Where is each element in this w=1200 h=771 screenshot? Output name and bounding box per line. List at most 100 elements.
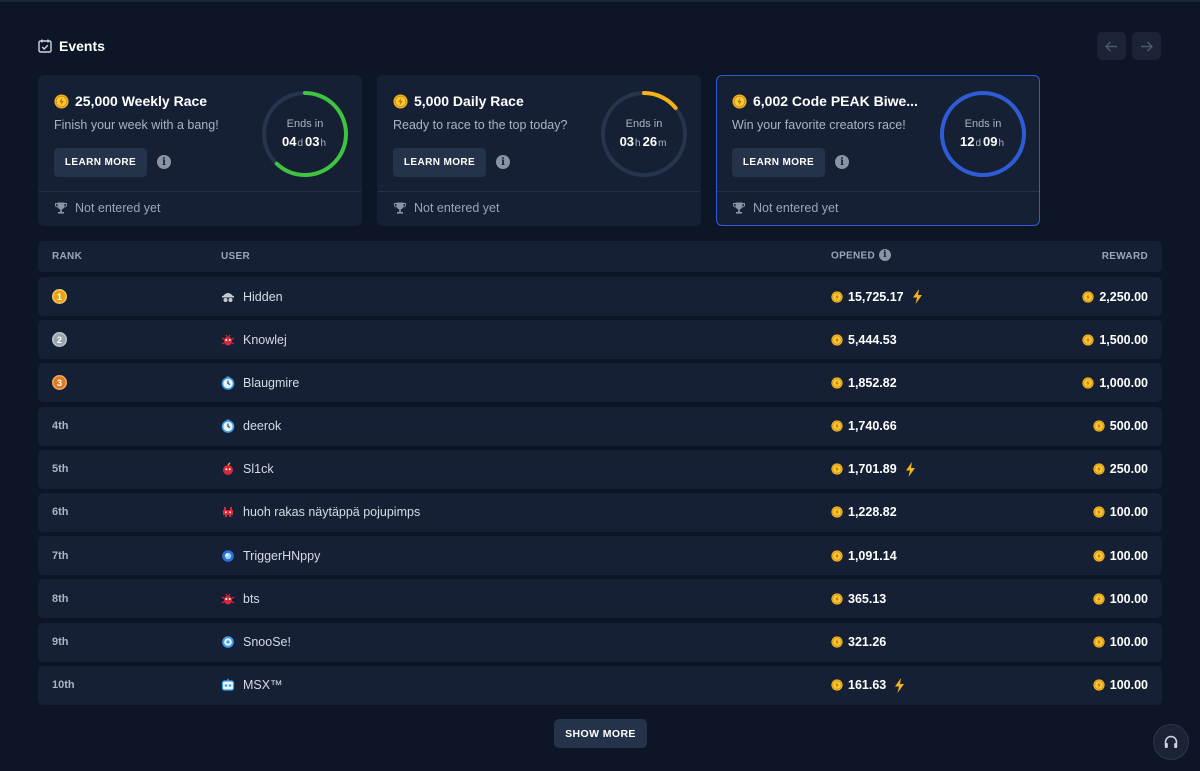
event-title: 25,000 Weekly Race [54, 93, 207, 109]
coin-icon [831, 377, 843, 389]
status-text: Not entered yet [753, 201, 839, 215]
opened-value: 365.13 [848, 591, 887, 606]
bronze-medal-icon: 3 [52, 375, 67, 391]
event-title: 6,002 Code PEAK Biwe... [732, 93, 918, 109]
info-icon[interactable]: i [496, 155, 510, 169]
reward-cell: 250.00 [1093, 450, 1148, 489]
hidden-icon [222, 292, 234, 302]
user-cell[interactable]: deerok [221, 407, 281, 446]
table-row[interactable]: 1 Hidden 15,725.17 2,250.00 [38, 277, 1162, 316]
silver-medal-icon: 2 [52, 332, 67, 348]
prev-arrow-button[interactable] [1097, 32, 1126, 60]
opened-info-icon[interactable]: i [879, 249, 892, 261]
opened-cell: 1,740.66 [831, 407, 897, 446]
username: huoh rakas näytäppä pojupimps [243, 505, 421, 520]
col-reward: REWARD [1101, 251, 1148, 262]
arrow-right-icon [1141, 40, 1153, 52]
coin-icon [831, 420, 843, 432]
reward-value: 100.00 [1109, 635, 1148, 649]
user-cell[interactable]: TriggerHNppy [221, 536, 320, 575]
user-cell[interactable]: Sl1ck [221, 450, 274, 489]
username: deerok [243, 419, 282, 434]
opened-cell: 161.63 [831, 666, 905, 705]
show-more-button[interactable]: SHOW MORE [554, 719, 647, 748]
rank-number: 2 [56, 334, 62, 345]
page-title: Events [59, 38, 105, 54]
coin-icon [831, 636, 843, 648]
coin-icon [1093, 506, 1105, 519]
opened-value: 5,444.53 [848, 332, 897, 347]
next-arrow-button[interactable] [1132, 32, 1161, 60]
ends-in-label: Ends in [625, 118, 663, 130]
username: Hidden [243, 289, 283, 304]
user-cell[interactable]: huoh rakas näytäppä pojupimps [221, 493, 420, 532]
table-row[interactable]: 2 Knowlej 5,444.53 1,500.00 [38, 320, 1162, 360]
red-bug-icon [221, 334, 235, 346]
rank-cell: 6th [52, 493, 69, 532]
reward-value: 2,250.00 [1099, 289, 1148, 304]
opened-value: 321.26 [848, 635, 887, 649]
opened-value: 1,091.14 [848, 548, 897, 563]
username: Knowlej [243, 332, 287, 347]
coin-icon [1082, 377, 1094, 389]
entry-status: Not entered yet [732, 201, 838, 215]
username: bts [243, 591, 260, 606]
user-cell[interactable]: Hidden [221, 277, 283, 316]
opened-cell: 1,228.82 [831, 493, 897, 532]
table-row[interactable]: 6th huoh rakas näytäppä pojupimps 1,228.82… [38, 492, 1162, 532]
username: Blaugmire [243, 375, 300, 390]
status-text: Not entered yet [414, 201, 500, 215]
opened-cell: 365.13 [831, 579, 886, 618]
info-icon[interactable]: i [157, 155, 171, 169]
table-row[interactable]: 8th bts 365.13 100.00 [38, 579, 1162, 619]
unit-a: d [975, 138, 981, 149]
username: Sl1ck [243, 462, 274, 477]
card-divider [717, 191, 1039, 192]
support-button[interactable] [1153, 724, 1189, 760]
reward-cell: 100.00 [1093, 579, 1148, 618]
countdown-ring: Ends in 04d 03h [260, 89, 350, 179]
user-cell[interactable]: SnooSe! [221, 623, 291, 662]
progress-arc [262, 91, 348, 177]
card-divider [39, 191, 361, 192]
rank-number: 3 [56, 377, 62, 388]
learn-more-button[interactable]: LEARN MORE [732, 148, 825, 177]
lightning-icon [895, 677, 905, 693]
blue-gear-icon [222, 636, 234, 648]
coin-icon [1093, 550, 1105, 562]
entry-status: Not entered yet [54, 201, 160, 215]
blue-clock-icon [221, 376, 235, 390]
event-title-text: 6,002 Code PEAK Biwe... [753, 93, 918, 109]
username: SnooSe! [243, 635, 291, 649]
event-title: 5,000 Daily Race [393, 93, 524, 109]
col-opened: OPENED i [831, 249, 892, 262]
table-row[interactable]: 7th TriggerHNppy 1,091.14 100.00 [38, 536, 1162, 576]
opened-value: 1,701.89 [848, 462, 897, 477]
reward-cell: 100.00 [1093, 623, 1148, 662]
time-a: 04 [281, 134, 297, 149]
table-row[interactable]: 9th SnooSe! 321.26 100.00 [38, 622, 1162, 662]
table-row[interactable]: 3 Blaugmire 1,852.82 1,000.00 [38, 363, 1162, 403]
user-cell[interactable]: bts [221, 579, 260, 618]
event-card[interactable]: 6,002 Code PEAK Biwe... Win your favorite… [716, 75, 1040, 226]
events-header: Events [38, 36, 105, 56]
user-cell[interactable]: MSX™ [221, 666, 283, 705]
rank-cell: 8th [52, 579, 69, 618]
user-cell[interactable]: Knowlej [221, 320, 287, 359]
learn-more-button[interactable]: LEARN MORE [393, 148, 486, 177]
ends-in-label: Ends in [964, 118, 1002, 130]
table-row[interactable]: 5th Sl1ck 1,701.89 250.00 [38, 449, 1162, 489]
user-cell[interactable]: Blaugmire [221, 363, 299, 402]
blue-robot-icon [221, 678, 235, 691]
table-row[interactable]: 10th MSX™ 161.63 100.00 [38, 665, 1162, 705]
reward-value: 1,000.00 [1099, 375, 1148, 390]
event-card[interactable]: 5,000 Daily Race Ready to race to the top… [377, 75, 701, 226]
event-card[interactable]: 25,000 Weekly Race Finish your week with … [38, 75, 362, 226]
table-row[interactable]: 4th deerok 1,740.66 500.00 [38, 406, 1162, 446]
info-icon[interactable]: i [835, 155, 849, 169]
card-divider [378, 191, 700, 192]
trophy-icon [394, 202, 406, 214]
coin-icon [1082, 290, 1094, 303]
learn-more-button[interactable]: LEARN MORE [54, 148, 147, 177]
red-invader-icon [223, 507, 233, 518]
